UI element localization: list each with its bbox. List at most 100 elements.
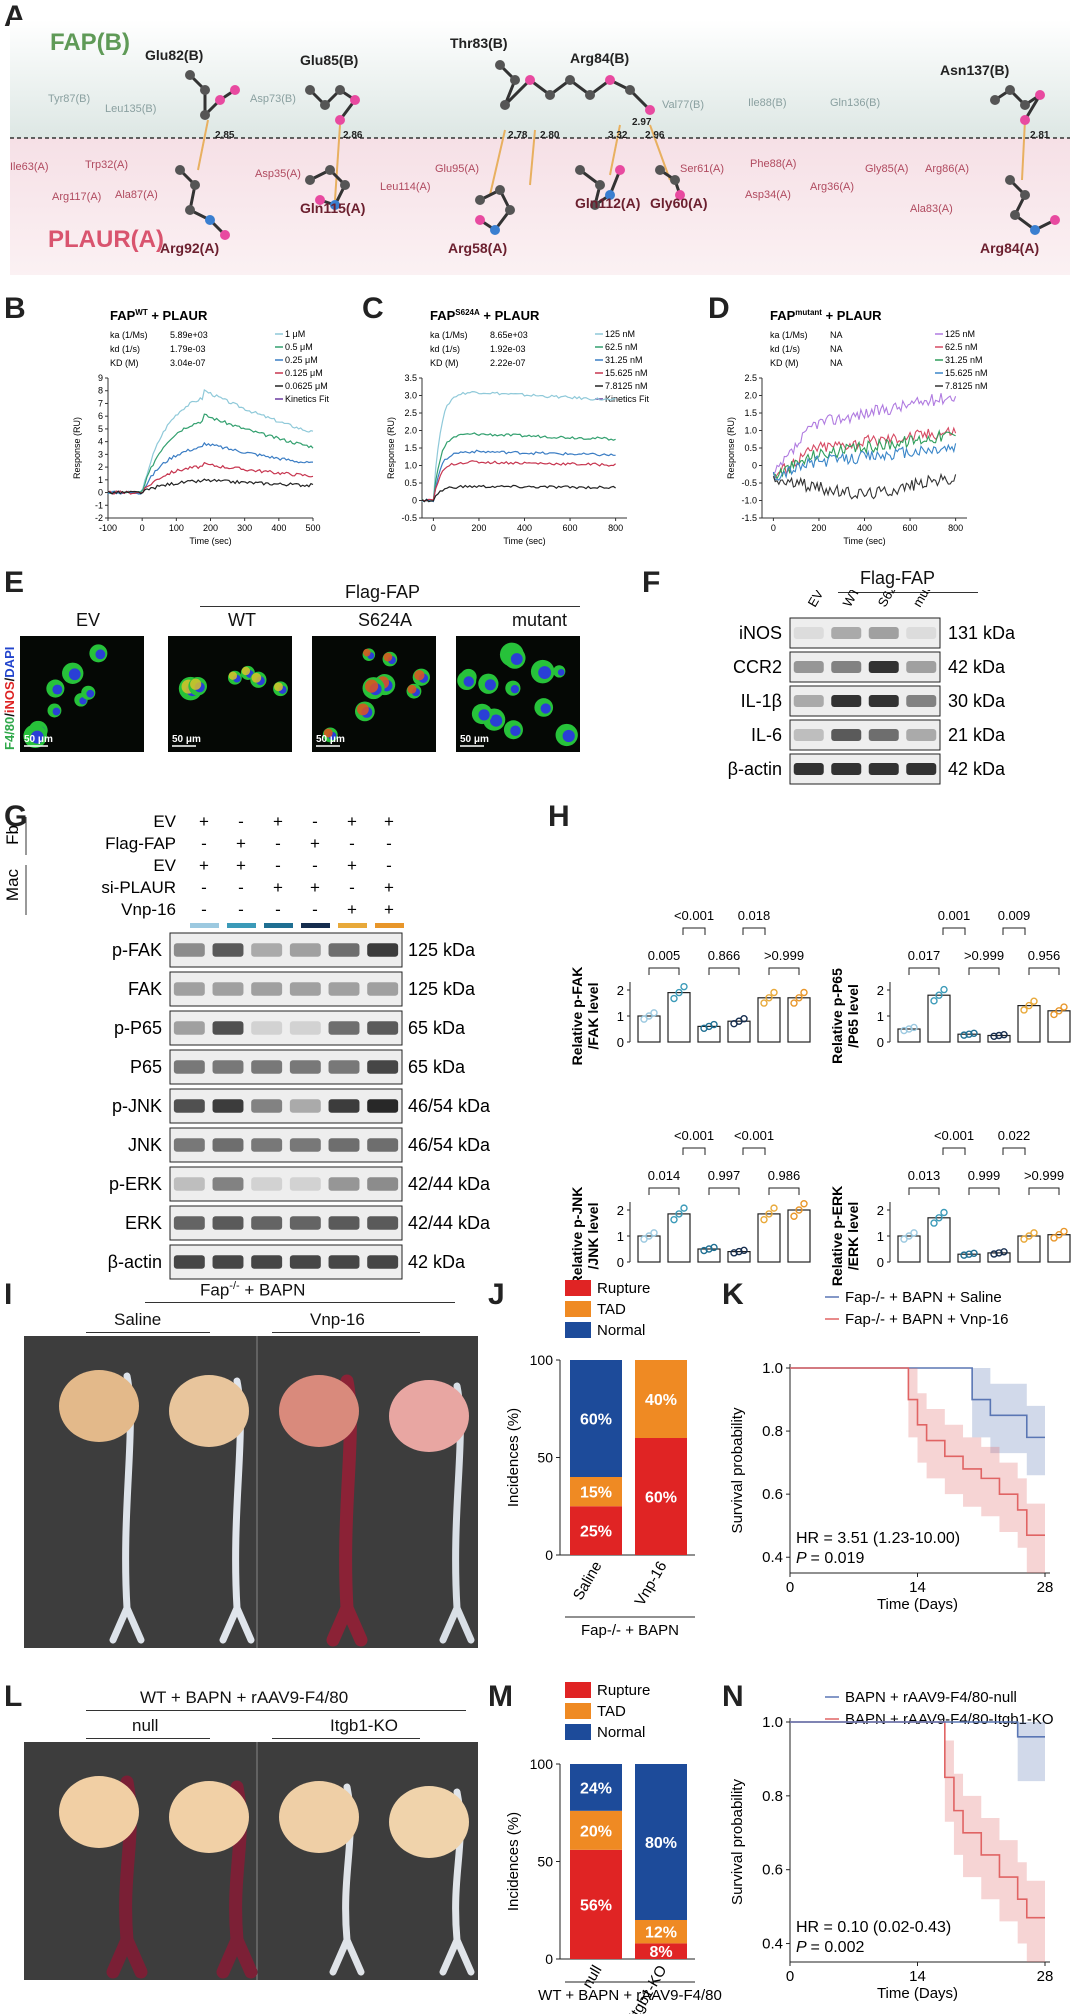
svg-text:Phe88(A): Phe88(A) <box>750 158 796 170</box>
blot-band <box>367 1255 399 1269</box>
blot-band <box>212 1060 244 1074</box>
distance-4: 2.80 <box>540 130 560 141</box>
stack-segment-tad <box>635 1920 687 1944</box>
h-ylabel: Relative p-ERK <box>829 1186 845 1286</box>
h-point <box>1060 1003 1068 1011</box>
cell-nucleus <box>557 669 565 676</box>
heart <box>389 1786 469 1858</box>
stack-segment-label: 60% <box>645 1490 677 1507</box>
h-bar <box>727 1251 751 1263</box>
blot-f-protein: IL-1β <box>741 691 782 711</box>
atom <box>335 115 345 125</box>
blot-g-protein: JNK <box>128 1135 162 1155</box>
h-ytick-label: 1 <box>617 1009 624 1024</box>
spr-ytick-label: 3 <box>98 449 103 459</box>
spr-xtick-label: 400 <box>517 523 532 533</box>
h-pvalue: 0.014 <box>648 1168 681 1183</box>
blot-band <box>212 1138 244 1152</box>
lane-color-bar <box>375 923 404 928</box>
svg-text:Gly60(A): Gly60(A) <box>650 195 708 211</box>
heart <box>169 1781 249 1853</box>
spr-ytick-label: 6 <box>98 411 103 421</box>
h-pvalue: <0.001 <box>734 1128 774 1143</box>
cell-nucleus <box>30 730 44 744</box>
survival-xlabel: Time (Days) <box>877 1985 958 2002</box>
h-point <box>730 1249 738 1257</box>
svg-text:Glu82(B): Glu82(B) <box>145 47 203 63</box>
spr-param-value: 3.04e-07 <box>170 358 206 368</box>
svg-text:Glu95(A): Glu95(A) <box>435 163 479 175</box>
blot-band <box>367 1138 399 1152</box>
blot-frame <box>169 1088 403 1124</box>
survival-legend-label: Fap-/- + BAPN + Vnp-16 <box>845 1311 1008 1328</box>
h-pvalue: 0.009 <box>998 908 1031 923</box>
blot-strip <box>789 617 941 649</box>
spr-legend-label: 0.5 μM <box>285 342 313 352</box>
spr-xtick-label: -100 <box>99 523 117 533</box>
survival-ytick-label: 0.4 <box>762 1936 783 1953</box>
svg-text:Leu135(B): Leu135(B) <box>105 103 156 115</box>
blot-band <box>251 943 283 957</box>
spr-curve <box>107 388 314 496</box>
h-point <box>930 997 938 1005</box>
atom <box>220 230 230 240</box>
svg-text:Arg84(A): Arg84(A) <box>980 240 1039 256</box>
blot-g-sign: - <box>201 900 207 919</box>
h-point <box>965 1250 973 1258</box>
blot-band <box>328 1177 360 1191</box>
svg-text:Arg86(A): Arg86(A) <box>925 163 969 175</box>
blot-g-row-label: Vnp-16 <box>121 900 176 919</box>
spr-ytick-label: -0.5 <box>401 513 417 523</box>
blot-band <box>367 1216 399 1230</box>
blot-f-lane-label: mutant <box>910 590 943 610</box>
blot-f-kda: 30 kDa <box>948 691 1006 711</box>
cell-inos <box>407 684 417 694</box>
atom <box>495 60 505 70</box>
blot-g-kda: 46/54 kDa <box>408 1096 491 1116</box>
spr-ytick-label: 1.5 <box>744 408 757 418</box>
h-point <box>735 1247 743 1256</box>
blot-band <box>212 1255 244 1269</box>
spr-ytick-label: 0.5 <box>404 478 417 488</box>
spr-param-value: 1.92e-03 <box>490 344 526 354</box>
survival-ytick-label: 0.4 <box>762 1549 783 1566</box>
svg-text:Asp35(A): Asp35(A) <box>255 168 301 180</box>
spr-curve <box>772 426 957 480</box>
blot-strip <box>789 719 941 751</box>
fap-chain-label: FAP(B) <box>50 29 130 56</box>
spr-curve <box>773 393 957 475</box>
h-ytick-label: 0 <box>617 1255 624 1270</box>
spr-xtick-label: 200 <box>203 523 218 533</box>
blot-g-kda: 42/44 kDa <box>408 1174 491 1194</box>
blot-band <box>793 763 824 775</box>
atom <box>200 85 210 95</box>
spr-title: FAPmutant + PLAUR <box>770 308 882 323</box>
stack-segment-label: 15% <box>580 1485 612 1502</box>
spr-legend-label: 62.5 nM <box>605 342 638 352</box>
svg-text:Tyr87(B): Tyr87(B) <box>48 93 90 105</box>
panel-f-flag-label: Flag-FAP <box>860 568 936 588</box>
blot-band <box>173 1060 205 1074</box>
h-bracket <box>1028 1187 1060 1195</box>
blot-g-sign: + <box>384 812 394 831</box>
blot-g-sign: - <box>312 856 318 875</box>
blot-band <box>289 1021 321 1035</box>
blot-strip <box>169 1205 403 1241</box>
blot-f-kda: 42 kDa <box>948 759 1006 779</box>
h-bracket <box>682 927 706 935</box>
h-point <box>1025 1232 1033 1240</box>
atom <box>230 85 240 95</box>
blot-g-sign: - <box>312 900 318 919</box>
svg-text:Asp34(A): Asp34(A) <box>745 189 791 201</box>
atom <box>190 180 200 190</box>
h-point <box>800 988 808 997</box>
stack-segment-label: 8% <box>649 1944 672 1961</box>
spr-ytick-label: 3.0 <box>404 391 417 401</box>
spr-curve <box>107 413 314 495</box>
blot-g-sign: - <box>275 856 281 875</box>
svg-text:Leu114(A): Leu114(A) <box>380 181 431 193</box>
atom <box>215 95 225 105</box>
blot-g-sign: - <box>201 878 207 897</box>
h-point <box>645 1012 653 1020</box>
spr-ytick-label: 0 <box>98 488 103 498</box>
